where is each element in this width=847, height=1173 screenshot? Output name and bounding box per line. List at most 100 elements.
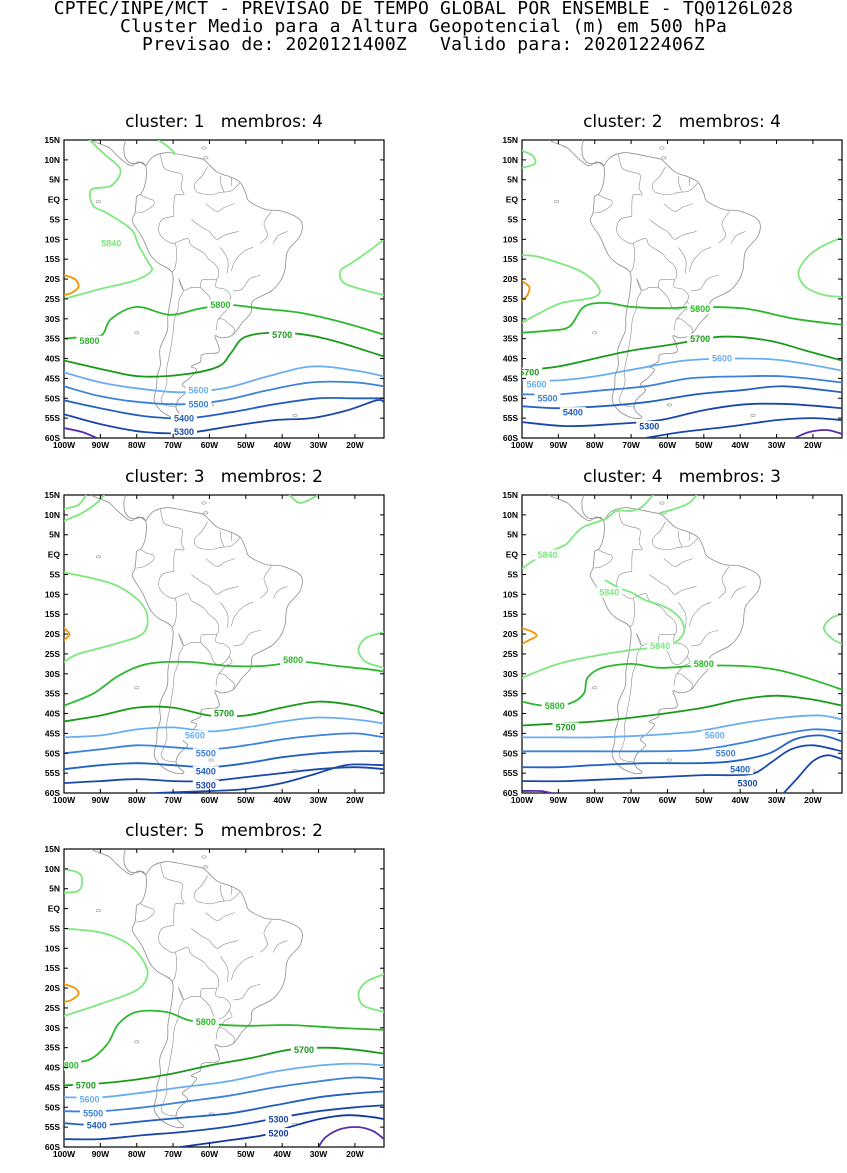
contour-label: 800 — [64, 1061, 79, 1071]
lon-label: 40W — [273, 440, 291, 450]
contour-label-bg — [647, 640, 674, 651]
lat-label: 5N — [507, 175, 518, 185]
lon-label: 50W — [695, 440, 713, 450]
lon-label: 100W — [511, 795, 534, 805]
country-border — [220, 956, 229, 983]
contour-line — [64, 495, 87, 510]
contour-line — [797, 236, 842, 298]
country-border — [260, 920, 272, 953]
country-border — [209, 231, 239, 240]
contour-label-bg — [687, 303, 714, 314]
contour-line — [793, 429, 842, 438]
lat-label: 15N — [44, 135, 60, 145]
contour-label-bg — [734, 778, 761, 789]
contour-line — [64, 303, 384, 340]
contour-label-bg — [541, 700, 568, 711]
lat-label: 40S — [45, 1063, 60, 1073]
country-border — [233, 629, 261, 647]
country-border — [160, 987, 184, 1117]
contour-label-bg — [712, 748, 739, 759]
lat-label: 35S — [503, 689, 518, 699]
map-panel-cluster-3: cluster: 3 membros: 2 5800 5700 5600 5500 54… — [0, 467, 385, 812]
country-border — [205, 912, 235, 921]
lat-label: 15N — [502, 490, 518, 500]
island — [201, 146, 207, 150]
country-border — [171, 951, 178, 982]
contour-line — [522, 254, 601, 324]
contour-label: 5840 — [599, 588, 619, 598]
map-plot: 5800 5700 800 5700 5600 5500 5400 5300 5200 15N 10… — [44, 844, 385, 1159]
contour-line — [357, 973, 384, 1013]
lat-label: 50S — [45, 1102, 60, 1112]
panel-title: cluster: 2 membros: 4 — [583, 112, 781, 132]
country-border — [215, 1027, 235, 1044]
lat-label: 40S — [45, 709, 60, 719]
contour-line — [64, 1076, 384, 1113]
lat-label: 55S — [503, 413, 518, 423]
country-border — [215, 673, 235, 690]
contour-line — [64, 716, 384, 739]
coastline-central-america-caribbean — [581, 495, 605, 522]
lon-label: 50W — [237, 440, 255, 450]
contour-line — [822, 613, 842, 645]
lon-label: 100W — [53, 795, 76, 805]
lat-label: 30S — [503, 314, 518, 324]
lat-label: 15S — [503, 254, 518, 264]
contour-label: 5840 — [101, 239, 121, 249]
lat-label: 15S — [45, 609, 60, 619]
contour-label-bg — [534, 393, 561, 404]
contour-label-bg — [265, 1128, 292, 1139]
country-border — [160, 278, 184, 408]
contour-label-bg — [265, 1114, 292, 1125]
lat-label: EQ — [48, 904, 61, 914]
lon-label: 20W — [346, 440, 364, 450]
contour-line — [64, 927, 149, 1017]
lat-label: 20S — [503, 274, 518, 284]
lon-label: 40W — [273, 795, 291, 805]
country-border — [205, 558, 235, 567]
map-panel-cluster-2: cluster: 2 membros: 4 5800 5700 5700 5600 56… — [458, 112, 843, 457]
lon-label: 70W — [164, 795, 182, 805]
country-border — [160, 633, 184, 763]
lat-label: 20S — [45, 274, 60, 284]
lat-label: EQ — [506, 195, 519, 205]
contour-line — [522, 714, 842, 739]
country-border — [689, 247, 712, 272]
contour-label-bg — [76, 335, 103, 346]
contour-label-bg — [727, 764, 754, 775]
country-border — [205, 203, 235, 212]
contour-label-bg — [636, 421, 663, 432]
country-border — [220, 530, 225, 547]
lon-label: 40W — [273, 1149, 291, 1159]
lat-label: 50S — [503, 748, 518, 758]
island — [201, 501, 207, 505]
contour-label: 5800 — [545, 701, 565, 711]
lon-label: 30W — [768, 440, 786, 450]
contour-label: 5600 — [185, 731, 205, 741]
lat-label: 40S — [45, 354, 60, 364]
lat-label: 15N — [502, 135, 518, 145]
country-border — [171, 242, 178, 273]
country-border — [160, 863, 185, 926]
country-border — [616, 216, 634, 244]
coastline-central-america-caribbean — [123, 140, 147, 167]
lon-label: 80W — [586, 440, 604, 450]
contour-line — [64, 396, 384, 420]
contour-line — [317, 1126, 384, 1147]
contour-line — [338, 238, 384, 296]
contour-label: 5500 — [196, 748, 216, 758]
lat-label: 35S — [45, 334, 60, 344]
lon-label: 30W — [310, 440, 328, 450]
country-border — [135, 549, 155, 569]
lat-label: 25S — [45, 294, 60, 304]
country-border — [272, 586, 288, 599]
contour-label: 5600 — [527, 380, 547, 390]
contour-label-bg — [280, 654, 307, 665]
contour-label: 5800 — [694, 659, 714, 669]
lon-label: 100W — [511, 440, 534, 450]
lat-label: 10N — [44, 155, 60, 165]
lon-label: 50W — [695, 795, 713, 805]
coastline-central-america-pacific — [548, 140, 605, 167]
country-border — [633, 238, 678, 291]
lat-label: 10S — [503, 589, 518, 599]
